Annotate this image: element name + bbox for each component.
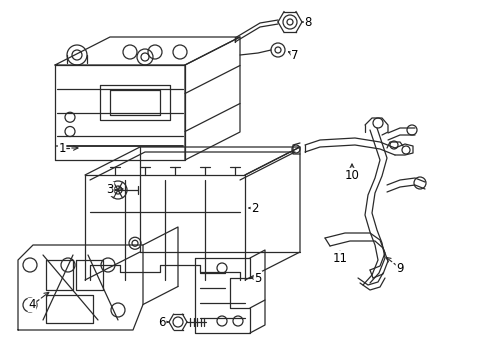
Text: 1: 1 [58, 141, 66, 154]
Text: 6: 6 [158, 315, 166, 328]
Text: 5: 5 [254, 271, 262, 284]
Text: 4: 4 [28, 298, 36, 311]
Text: 9: 9 [396, 261, 404, 274]
Text: 2: 2 [251, 202, 259, 215]
Text: 11: 11 [333, 252, 347, 265]
Text: 8: 8 [304, 15, 312, 28]
Text: 3: 3 [106, 183, 114, 195]
Text: 7: 7 [291, 49, 299, 62]
Text: 10: 10 [344, 168, 360, 181]
